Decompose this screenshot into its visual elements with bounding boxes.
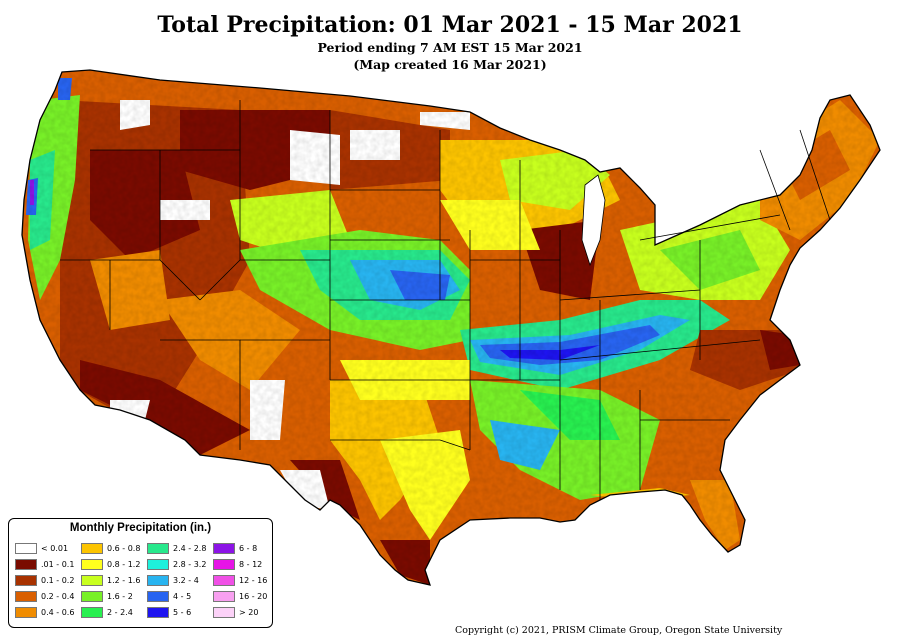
legend-label: 0.4 - 0.6 bbox=[41, 608, 75, 617]
legend-item: .01 - 0.1 bbox=[15, 559, 81, 571]
legend-swatch bbox=[147, 591, 169, 602]
lake-michigan bbox=[581, 174, 606, 267]
legend-swatch bbox=[15, 559, 37, 570]
legend-item: 1.6 - 2 bbox=[81, 591, 147, 603]
legend-label: 3.2 - 4 bbox=[173, 576, 199, 585]
legend-swatch bbox=[147, 543, 169, 554]
legend-label: 16 - 20 bbox=[239, 592, 268, 601]
legend-swatch bbox=[213, 543, 235, 554]
precipitation-legend: Monthly Precipitation (in.) < 0.01 .01 - … bbox=[8, 518, 273, 628]
legend-swatch bbox=[147, 575, 169, 586]
legend-swatch bbox=[213, 591, 235, 602]
state-borders bbox=[60, 100, 831, 500]
legend-swatch bbox=[213, 559, 235, 570]
legend-label: 8 - 12 bbox=[239, 560, 263, 569]
legend-label: 0.8 - 1.2 bbox=[107, 560, 141, 569]
legend-item: 2 - 2.4 bbox=[81, 607, 147, 619]
legend-label: 2 - 2.4 bbox=[107, 608, 133, 617]
legend-label: < 0.01 bbox=[41, 544, 69, 553]
created-subtitle: (Map created 16 Mar 2021) bbox=[353, 57, 547, 72]
legend-label: 1.2 - 1.6 bbox=[107, 576, 141, 585]
legend-swatch bbox=[147, 559, 169, 570]
legend-swatch bbox=[15, 607, 37, 618]
legend-label: 2.4 - 2.8 bbox=[173, 544, 207, 553]
legend-swatch bbox=[81, 559, 103, 570]
legend-swatch bbox=[81, 543, 103, 554]
period-subtitle: Period ending 7 AM EST 15 Mar 2021 bbox=[317, 40, 583, 55]
legend-item: 6 - 8 bbox=[213, 543, 279, 555]
legend-swatch bbox=[81, 607, 103, 618]
legend-item: 16 - 20 bbox=[213, 591, 279, 603]
legend-label: 5 - 6 bbox=[173, 608, 192, 617]
legend-grid: < 0.01 .01 - 0.1 0.1 - 0.2 0.2 - 0.4 0.4 - 0… bbox=[15, 543, 271, 627]
legend-label: > 20 bbox=[239, 608, 259, 617]
legend-swatch bbox=[81, 591, 103, 602]
legend-item: 3.2 - 4 bbox=[147, 575, 213, 587]
legend-label: 6 - 8 bbox=[239, 544, 258, 553]
legend-label: 1.6 - 2 bbox=[107, 592, 133, 601]
legend-label: 0.2 - 0.4 bbox=[41, 592, 75, 601]
legend-item: 8 - 12 bbox=[213, 559, 279, 571]
legend-swatch bbox=[15, 543, 37, 554]
legend-label: .01 - 0.1 bbox=[41, 560, 75, 569]
legend-swatch bbox=[15, 575, 37, 586]
legend-swatch bbox=[15, 591, 37, 602]
legend-item: 1.2 - 1.6 bbox=[81, 575, 147, 587]
legend-label: 0.6 - 0.8 bbox=[107, 544, 141, 553]
legend-item: 0.6 - 0.8 bbox=[81, 543, 147, 555]
legend-label: 4 - 5 bbox=[173, 592, 192, 601]
copyright-text: Copyright (c) 2021, PRISM Climate Group,… bbox=[455, 625, 783, 636]
legend-item: 0.8 - 1.2 bbox=[81, 559, 147, 571]
legend-item: 2.4 - 2.8 bbox=[147, 543, 213, 555]
legend-item: 12 - 16 bbox=[213, 575, 279, 587]
legend-item: 4 - 5 bbox=[147, 591, 213, 603]
legend-item: < 0.01 bbox=[15, 543, 81, 555]
legend-item: 0.2 - 0.4 bbox=[15, 591, 81, 603]
legend-item: 5 - 6 bbox=[147, 607, 213, 619]
legend-swatch bbox=[213, 575, 235, 586]
legend-swatch bbox=[147, 607, 169, 618]
map-title: Total Precipitation: 01 Mar 2021 - 15 Ma… bbox=[157, 12, 743, 38]
legend-item: 0.1 - 0.2 bbox=[15, 575, 81, 587]
legend-label: 12 - 16 bbox=[239, 576, 268, 585]
legend-label: 2.8 - 3.2 bbox=[173, 560, 207, 569]
legend-item: > 20 bbox=[213, 607, 279, 619]
legend-swatch bbox=[81, 575, 103, 586]
legend-swatch bbox=[213, 607, 235, 618]
legend-title: Monthly Precipitation (in.) bbox=[69, 522, 212, 534]
legend-label: 0.1 - 0.2 bbox=[41, 576, 75, 585]
legend-item: 2.8 - 3.2 bbox=[147, 559, 213, 571]
legend-item: 0.4 - 0.6 bbox=[15, 607, 81, 619]
